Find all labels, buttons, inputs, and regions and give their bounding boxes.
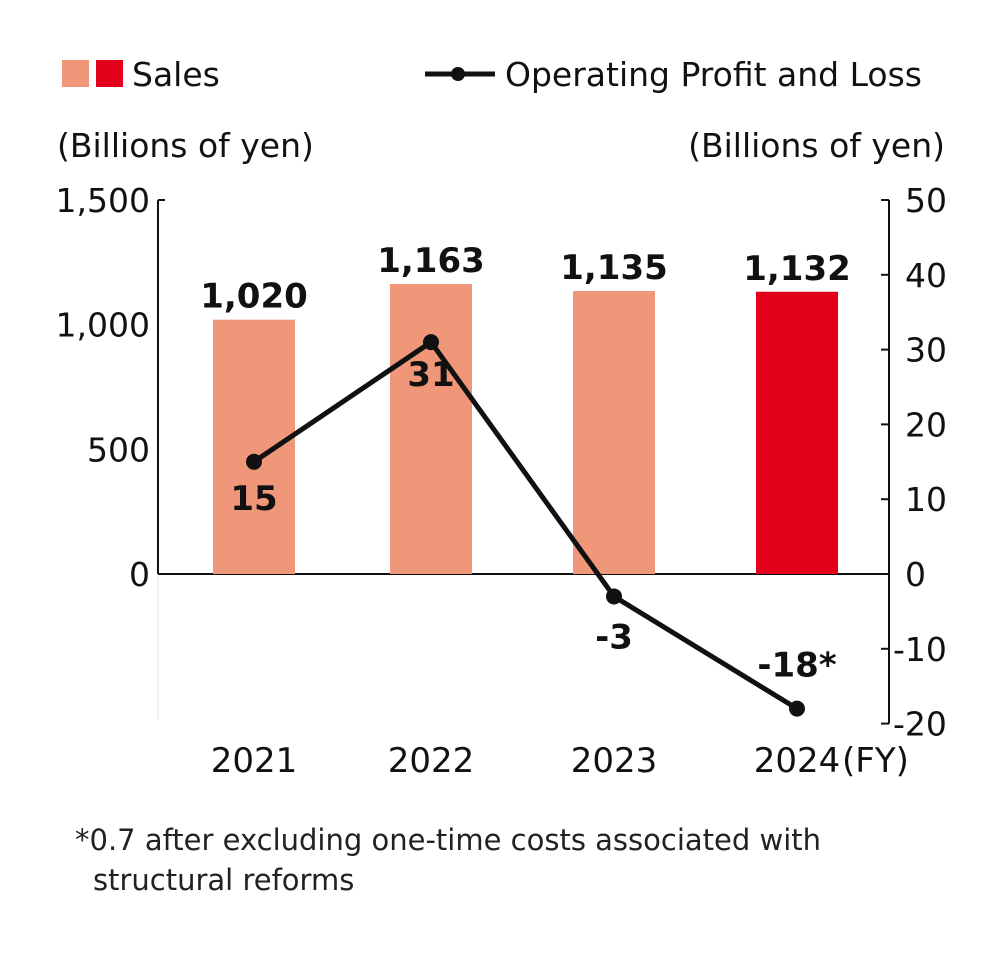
operating-profit-point-2021	[246, 453, 262, 470]
legend-swatch-sales-past	[62, 60, 89, 87]
right-axis-tick-label: 0	[905, 555, 926, 594]
legend-label-sales: Sales	[132, 55, 220, 94]
right-axis-tick-label: 10	[905, 480, 947, 519]
sales-data-label: 1,132	[743, 249, 851, 289]
footnote-line-2: structural reforms	[93, 863, 355, 897]
x-axis-label: 2023	[571, 741, 658, 781]
left-axis-unit-label: (Billions of yen)	[57, 126, 314, 165]
operating-profit-data-label: 15	[230, 479, 277, 519]
left-axis-tick-label: 500	[87, 430, 150, 469]
operating-profit-data-label: 31	[407, 355, 454, 395]
x-axis-label: 2022	[388, 741, 475, 781]
operating-profit-point-2024	[789, 700, 805, 717]
legend-swatch-sales-current	[96, 60, 123, 87]
sales-data-label: 1,020	[200, 277, 308, 317]
legend-marker-operating-profit	[451, 67, 465, 81]
sales-bar-2024	[756, 291, 838, 574]
right-axis-tick-label: 20	[905, 405, 947, 444]
x-axis-label: 2021	[211, 741, 298, 781]
x-axis-unit-label: (FY)	[842, 741, 909, 781]
right-axis-tick-label: 40	[905, 256, 947, 295]
legend: Sales Operating Profit and Loss	[62, 55, 922, 94]
operating-profit-point-2022	[423, 334, 439, 351]
right-axis-tick-label: -20	[893, 705, 947, 744]
operating-profit-point-2023	[606, 588, 622, 605]
right-axis-tick-label: 50	[905, 181, 947, 220]
right-axis-unit-label: (Billions of yen)	[688, 126, 945, 165]
sales-bar-2022	[390, 284, 472, 574]
sales-bar-2023	[573, 291, 655, 574]
sales-bar-2021	[213, 319, 295, 574]
operating-profit-data-label: -18*	[757, 646, 836, 686]
left-axis-tick-label: 0	[129, 555, 150, 594]
sales-data-label: 1,163	[377, 241, 485, 281]
sales-data-label: 1,135	[560, 248, 668, 288]
right-axis-tick-label: 30	[905, 331, 947, 370]
right-axis-tick-label: -10	[893, 630, 947, 669]
left-axis-tick-label: 1,500	[56, 181, 150, 220]
operating-profit-data-label: -3	[595, 617, 633, 657]
footnote-line-1: *0.7 after excluding one-time costs asso…	[75, 823, 822, 857]
operating-profit-line	[252, 339, 799, 711]
x-axis-label: 2024	[754, 741, 841, 781]
legend-label-operating-profit: Operating Profit and Loss	[505, 55, 922, 94]
left-axis-tick-label: 1,000	[56, 306, 150, 345]
